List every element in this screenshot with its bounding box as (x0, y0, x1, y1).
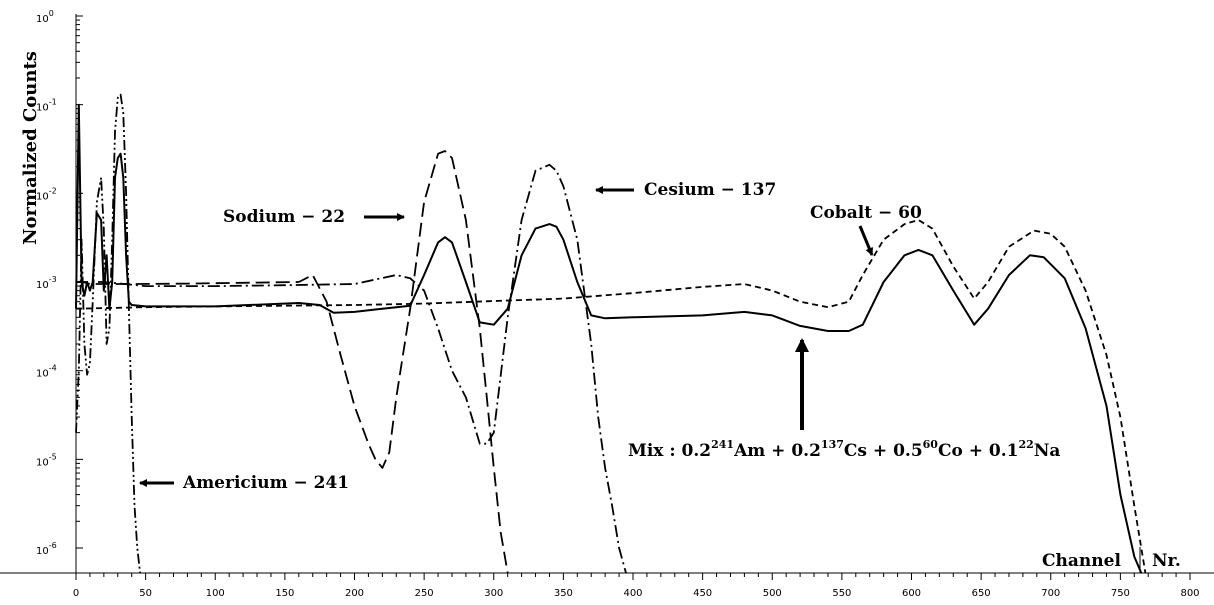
x-tick-label: 600 (902, 588, 921, 599)
x-tick-label: 200 (345, 588, 364, 599)
y-ticks: 100 10-1 10-2 10-3 10-4 10-5 10-6 (36, 9, 83, 557)
x-tick-label: 550 (832, 588, 851, 599)
mix-part-4: Co + 0.1 (938, 441, 1019, 461)
mix-part-3: Cs + 0.5 (844, 441, 923, 461)
x-tick-label: 650 (972, 588, 991, 599)
annotation-americium: Americium − 241 (182, 473, 349, 493)
x-axis-title-nr: Nr. (1152, 551, 1181, 571)
annotation-cesium: Cesium − 137 (644, 180, 776, 200)
x-tick-label: 700 (1041, 588, 1060, 599)
mix-sup-co: 60 (923, 438, 939, 451)
x-tick-label: 50 (139, 588, 152, 599)
x-tick-label: 750 (1111, 588, 1130, 599)
y-tick-label: 100 (36, 9, 54, 25)
x-tick-label: 500 (763, 588, 782, 599)
mix-part-2: Am + 0.2 (733, 441, 821, 461)
y-tick-label: 10-3 (36, 275, 57, 291)
x-axis-title-channel: Channel (1042, 551, 1121, 571)
x-tick-label: 250 (415, 588, 434, 599)
x-tick-label: 400 (623, 588, 642, 599)
annotation-sodium: Sodium − 22 (223, 207, 345, 227)
y-tick-label: 10-4 (36, 364, 57, 380)
x-tick-label: 450 (693, 588, 712, 599)
mix-part-5: Na (1034, 441, 1061, 461)
series-line-dash-dot-dot (75, 93, 141, 574)
y-tick-label: 10-1 (36, 98, 57, 114)
x-tick-label: 150 (275, 588, 294, 599)
y-axis-title: Normalized Counts (20, 51, 41, 245)
mix-sup-cs: 137 (821, 438, 844, 451)
mix-sup-am: 241 (711, 438, 734, 451)
annotation-cobalt: Cobalt − 60 (810, 203, 922, 223)
arrow-cobalt (858, 225, 874, 256)
x-tick-label: 100 (206, 588, 225, 599)
series-line-solid (75, 103, 1143, 574)
series-line-dash-dot (76, 163, 627, 574)
x-tick-label: 350 (554, 588, 573, 599)
annotation-mix: Mix : 0.2241Am + 0.2137Cs + 0.560Co + 0.… (628, 438, 1060, 461)
x-tick-label: 300 (484, 588, 503, 599)
x-ticks: 0 50 100 150 200 250 300 350 400 450 500 550 600 650 7… (73, 573, 1200, 599)
mix-part-1: Mix : 0.2 (628, 441, 711, 461)
x-tick-label: 0 (73, 588, 79, 599)
y-tick-label: 10-2 (36, 186, 57, 202)
x-tick-label: 800 (1180, 588, 1199, 599)
series-line-long-dash (76, 150, 509, 574)
series-line-short-dash (75, 219, 1147, 574)
series-layer (75, 93, 1147, 574)
y-tick-label: 10-5 (36, 452, 57, 468)
mix-sup-na: 22 (1019, 438, 1034, 451)
y-tick-label: 10-6 (36, 541, 57, 557)
